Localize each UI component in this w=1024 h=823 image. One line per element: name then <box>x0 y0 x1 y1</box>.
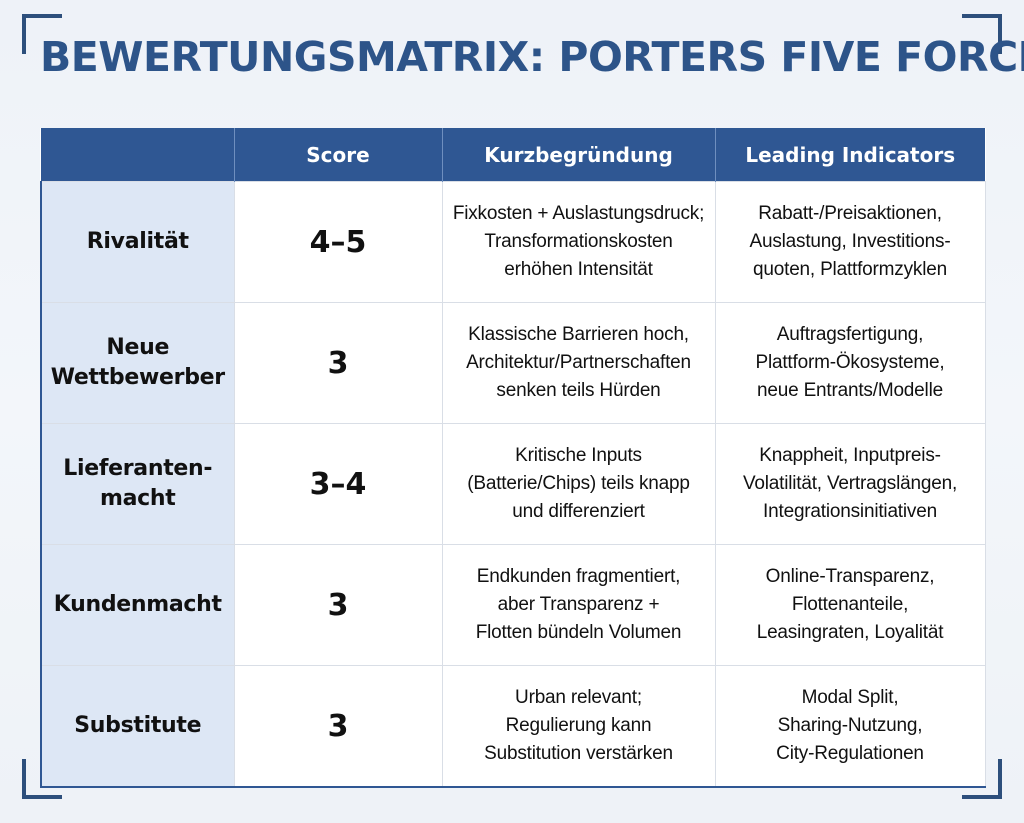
indicators-cell: Auftragsfertigung, Plattform-Ökosysteme,… <box>714 302 986 424</box>
force-label-line: Rivalität <box>86 229 189 254</box>
header-score: Score <box>234 128 443 182</box>
corner-bracket-top-right <box>962 14 1002 54</box>
corner-bracket-top-left <box>22 14 62 54</box>
indicators-cell: Rabatt-/Preisaktionen, Auslastung, Inves… <box>714 181 986 303</box>
force-label: Kundenmacht <box>40 544 235 666</box>
score-value: 3 <box>233 302 443 424</box>
indicator-line: neue Entrants/Modelle <box>757 380 943 401</box>
reason-line: Endkunden fragmentiert, <box>476 566 681 587</box>
reason-line: (Batterie/Chips) teils knapp <box>467 473 690 494</box>
indicator-line: Flottenanteile, <box>791 594 909 615</box>
reason-cell: Fixkosten + Auslastungsdruck; Transforma… <box>441 181 716 303</box>
indicators-cell: Online-Transparenz, Flottenanteile, Leas… <box>714 544 986 666</box>
corner-bracket-bottom-right <box>962 759 1002 799</box>
force-label-line: Substitute <box>74 713 202 738</box>
reason-cell: Urban relevant; Regulierung kann Substit… <box>441 665 716 788</box>
indicator-line: Plattform-Ökosysteme, <box>755 352 945 373</box>
reason-line: Transformationskosten <box>484 231 673 252</box>
indicator-line: Modal Split, <box>801 687 899 708</box>
page-title: BEWERTUNGSMATRIX: PORTERS FIVE FORCES <box>40 33 1024 81</box>
score-value: 3 <box>233 665 443 788</box>
reason-line: Substitution verstärken <box>484 743 673 764</box>
reason-cell: Endkunden fragmentiert, aber Transparenz… <box>441 544 716 666</box>
force-label: Neue Wettbewerber <box>40 302 235 424</box>
reason-line: senken teils Hürden <box>496 380 661 401</box>
indicator-line: Knappheit, Inputpreis- <box>759 445 941 466</box>
header-force <box>41 128 235 182</box>
indicator-line: quoten, Plattformzyklen <box>753 259 947 280</box>
indicators-cell: Modal Split, Sharing-Nutzung, City-Regul… <box>714 665 986 788</box>
indicator-line: Leasingraten, Loyalität <box>756 622 944 643</box>
force-label-line: Neue <box>106 335 170 360</box>
reason-line: Fixkosten + Auslastungsdruck; <box>452 203 705 224</box>
reason-line: Flotten bündeln Volumen <box>475 622 682 643</box>
force-label: Rivalität <box>40 181 235 303</box>
indicator-line: Rabatt-/Preisaktionen, <box>758 203 942 224</box>
force-label-line: Wettbewerber <box>50 365 225 390</box>
reason-line: Klassische Barrieren hoch, <box>468 324 689 345</box>
force-label: Lieferanten- macht <box>40 423 235 545</box>
table-row: Neue Wettbewerber 3 Klassische Barrieren… <box>40 302 986 424</box>
reason-cell: Klassische Barrieren hoch, Architektur/P… <box>441 302 716 424</box>
score-value: 3–4 <box>233 423 443 545</box>
force-label-line: macht <box>100 486 176 511</box>
corner-bracket-bottom-left <box>22 759 62 799</box>
table-row: Substitute 3 Urban relevant; Regulierung… <box>40 665 986 788</box>
reason-line: erhöhen Intensität <box>504 259 653 280</box>
table-header-row: Score Kurzbegründung Leading Indicators <box>41 128 985 182</box>
indicator-line: Auftragsfertigung, <box>776 324 924 345</box>
force-label-line: Kundenmacht <box>53 592 222 617</box>
indicator-line: Sharing-Nutzung, <box>777 715 923 736</box>
reason-cell: Kritische Inputs (Batterie/Chips) teils … <box>441 423 716 545</box>
assessment-matrix-table: Score Kurzbegründung Leading Indicators … <box>40 128 986 788</box>
header-reason: Kurzbegründung <box>442 128 716 182</box>
header-indicators: Leading Indicators <box>715 128 985 182</box>
indicator-line: Volatilität, Vertragslängen, <box>742 473 958 494</box>
table-row: Lieferanten- macht 3–4 Kritische Inputs … <box>40 423 986 545</box>
reason-line: und differenziert <box>512 501 645 522</box>
reason-line: Regulierung kann <box>505 715 652 736</box>
indicator-line: City-Regulationen <box>776 743 924 764</box>
reason-line: aber Transparenz + <box>497 594 660 615</box>
score-value: 3 <box>233 544 443 666</box>
table-row: Kundenmacht 3 Endkunden fragmentiert, ab… <box>40 544 986 666</box>
score-value: 4–5 <box>233 181 443 303</box>
table-row: Rivalität 4–5 Fixkosten + Auslastungsdru… <box>40 181 986 303</box>
indicators-cell: Knappheit, Inputpreis- Volatilität, Vert… <box>714 423 986 545</box>
reason-line: Urban relevant; <box>515 687 642 708</box>
reason-line: Kritische Inputs <box>515 445 642 466</box>
force-label: Substitute <box>40 665 235 788</box>
indicator-line: Integrationsinitiativen <box>763 501 937 522</box>
indicator-line: Online-Transparenz, <box>765 566 935 587</box>
force-label-line: Lieferanten- <box>63 456 213 481</box>
indicator-line: Auslastung, Investitions- <box>749 231 951 252</box>
reason-line: Architektur/Partnerschaften <box>466 352 691 373</box>
